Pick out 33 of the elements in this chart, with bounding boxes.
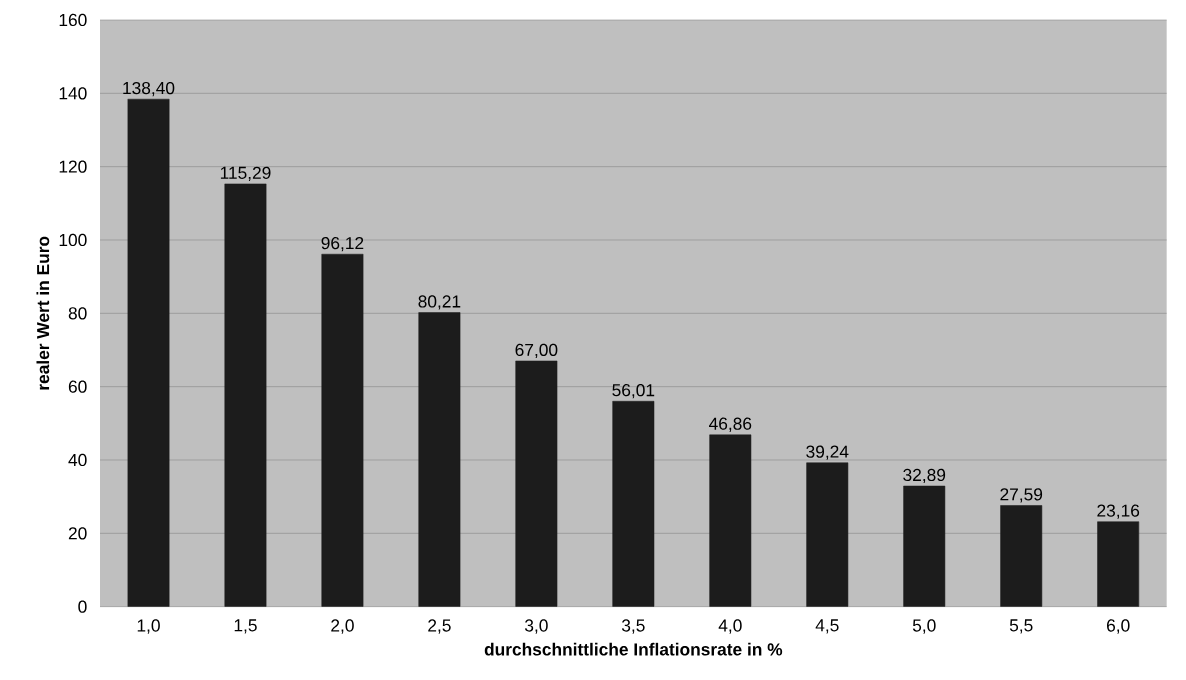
x-tick-label: 6,0 <box>1107 619 1130 634</box>
y-tick-label: 100 <box>59 233 87 247</box>
x-tick-label: 1,5 <box>234 619 257 634</box>
y-tick-label: 120 <box>59 160 87 173</box>
x-tick-label: 2,5 <box>428 619 451 634</box>
data-label: 39,24 <box>806 445 849 460</box>
data-label: 32,89 <box>903 468 946 484</box>
y-tick-label: 140 <box>59 87 87 100</box>
x-axis-title: durchschnittliche Inflationsrate in % <box>484 642 783 656</box>
y-axis-title: realer Wert in Euro <box>36 236 50 390</box>
x-tick-label: 3,5 <box>621 619 645 634</box>
data-label: 27,59 <box>1000 488 1043 503</box>
data-label: 46,86 <box>709 417 752 432</box>
data-label: 56,01 <box>612 384 655 399</box>
data-label: 138,40 <box>123 81 175 97</box>
data-label: 115,29 <box>220 166 271 181</box>
data-label: 23,16 <box>1097 504 1140 519</box>
x-tick-label: 5,5 <box>1009 619 1033 634</box>
data-label: 96,12 <box>321 236 364 252</box>
y-tick-label: 80 <box>68 307 87 320</box>
x-tick-label: 3,0 <box>524 619 548 634</box>
x-tick-label: 4,0 <box>718 619 742 634</box>
y-tick-label: 160 <box>59 13 87 27</box>
data-label: 80,21 <box>418 295 461 310</box>
x-tick-label: 4,5 <box>815 619 839 634</box>
y-tick-label: 20 <box>68 527 87 540</box>
y-tick-label: 40 <box>68 453 87 467</box>
y-tick-label: 0 <box>78 600 87 613</box>
x-tick-label: 5,0 <box>912 619 936 634</box>
x-tick-label: 2,0 <box>331 619 354 634</box>
x-tick-label: 1,0 <box>137 619 160 634</box>
data-label: 67,00 <box>515 343 558 359</box>
y-tick-label: 60 <box>68 380 87 393</box>
